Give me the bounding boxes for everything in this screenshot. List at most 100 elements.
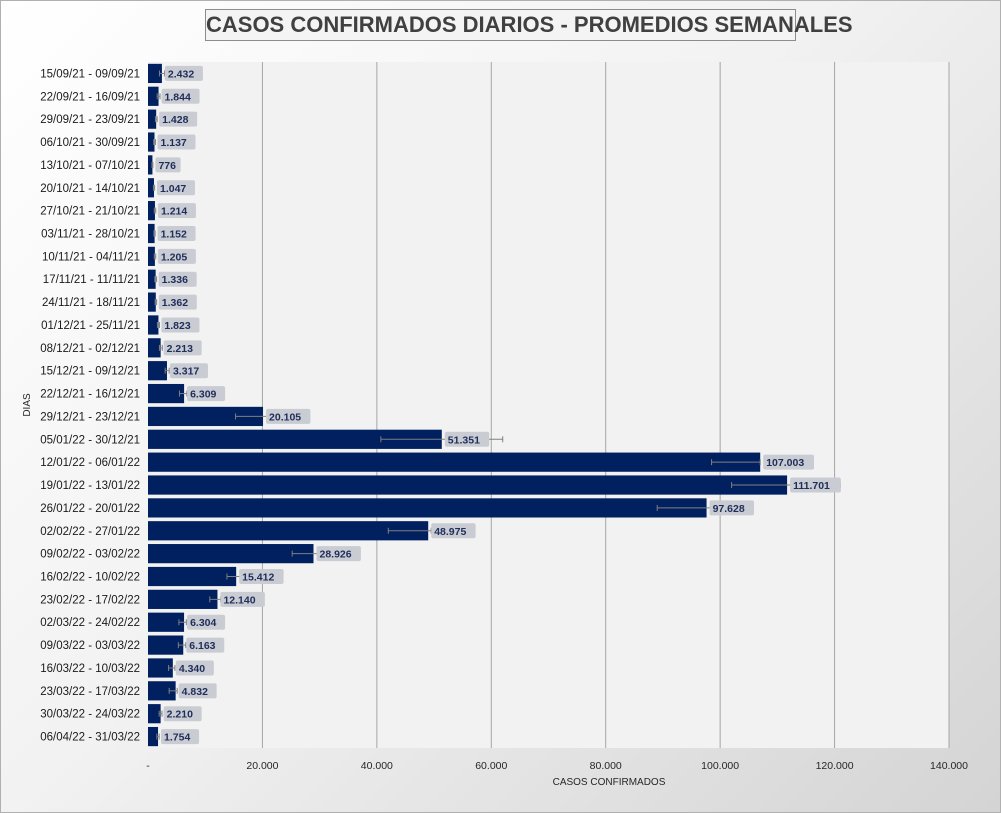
data-label-bg: [158, 271, 197, 287]
data-label-bg: [220, 591, 265, 607]
category-label: 26/01/22 - 20/01/22: [40, 503, 140, 515]
error-bar: [178, 619, 187, 626]
category-label: 10/11/21 - 04/11/21: [42, 251, 140, 263]
bar: [148, 452, 761, 472]
x-tick-label: 140.000: [930, 760, 968, 772]
data-label: 1.205: [157, 248, 196, 264]
data-label: 3.317: [169, 363, 208, 379]
bar: [148, 132, 155, 152]
x-tick-label: 120.000: [816, 760, 854, 772]
category-label: 06/04/22 - 31/03/22: [40, 732, 140, 744]
data-label-bg: [163, 706, 202, 722]
bar: [148, 178, 154, 198]
error-bar: [168, 664, 176, 671]
data-label-text: 1.205: [161, 251, 187, 263]
category-label: 13/10/21 - 07/10/21: [40, 160, 140, 172]
data-label-text: 1.214: [161, 206, 187, 218]
data-label-bg: [316, 546, 361, 562]
bar: [148, 566, 237, 587]
category-label: 27/10/21 - 21/10/21: [40, 206, 140, 218]
data-label-bg: [157, 203, 196, 219]
error-bars: [151, 70, 841, 740]
error-bar: [158, 70, 166, 77]
data-label-bg: [156, 180, 195, 196]
category-label: 22/09/21 - 16/09/21: [40, 91, 140, 103]
data-label-bg: [431, 523, 476, 539]
data-label-bg: [158, 294, 197, 310]
gridlines: [261, 62, 950, 748]
bar: [148, 406, 264, 427]
data-label: 20.105: [266, 408, 311, 424]
data-label-text: 1.844: [165, 91, 191, 103]
data-label-text: 20.105: [269, 411, 301, 423]
data-label: 1.214: [157, 203, 196, 219]
category-label: 02/03/22 - 24/02/22: [40, 617, 140, 629]
data-label-text: 3.317: [173, 366, 199, 378]
data-label: 2.210: [163, 706, 202, 722]
error-bar: [164, 367, 170, 374]
category-label: 06/10/21 - 30/09/21: [40, 137, 140, 149]
bar: [148, 383, 185, 404]
category-label: 19/01/22 - 13/01/22: [40, 480, 140, 492]
data-label-bg: [157, 226, 196, 241]
data-label: 111.701: [790, 477, 841, 493]
category-label: 02/02/22 - 27/01/22: [40, 526, 140, 538]
data-label-text: 28.926: [319, 549, 351, 561]
data-label: 1.137: [157, 134, 196, 150]
x-tick-label: 80.000: [590, 760, 622, 772]
data-label-text: 1.823: [164, 320, 190, 332]
data-label: 6.304: [187, 614, 226, 630]
bar: [148, 223, 155, 244]
data-label: 2.213: [163, 340, 202, 356]
category-label: 01/12/21 - 25/11/21: [41, 320, 140, 332]
data-label: 2.432: [164, 65, 203, 81]
error-bar: [158, 710, 163, 717]
error-bar: [178, 390, 188, 397]
bar: [148, 475, 788, 495]
data-label-bg: [239, 569, 284, 584]
bar: [148, 704, 161, 724]
data-label-bg: [163, 340, 202, 356]
data-label-text: 4.832: [182, 686, 208, 698]
data-label-bg: [155, 157, 181, 173]
data-label-text: 6.309: [190, 389, 216, 401]
chart-title: CASOS CONFIRMADOS DIARIOS - PROMEDIOS SE…: [205, 9, 853, 41]
bar: [148, 201, 155, 221]
data-label: 1.152: [157, 226, 196, 241]
data-label-text: 1.152: [161, 229, 187, 241]
category-label: 15/12/21 - 09/12/21: [40, 366, 140, 378]
bar: [148, 361, 167, 381]
data-label-bg: [159, 111, 198, 127]
error-bar: [156, 733, 160, 740]
data-label-text: 1.428: [162, 114, 188, 126]
category-label: 30/03/22 - 24/03/22: [40, 709, 140, 721]
category-label: 22/12/21 - 16/12/21: [40, 389, 140, 401]
bar: [148, 429, 442, 449]
error-bar: [152, 184, 156, 191]
data-label-bg: [161, 317, 200, 333]
x-tick-label: 100.000: [701, 760, 739, 772]
data-label-bg: [175, 660, 214, 676]
category-labels: 15/09/21 - 09/09/21 22/09/21 - 16/09/21 29…: [40, 68, 140, 743]
error-bar: [177, 642, 187, 649]
y-axis-title: DIAS: [22, 393, 33, 417]
error-bar: [156, 93, 161, 100]
data-label: 4.340: [175, 660, 214, 676]
error-bar: [711, 459, 761, 466]
category-label: 16/02/22 - 10/02/22: [40, 572, 140, 584]
error-bar: [156, 321, 160, 328]
x-tick-labels: - 20.000 40.000 60.000 80.000 100.000 120.000 1…: [146, 760, 968, 772]
data-label-bg: [157, 248, 196, 264]
bar: [148, 589, 218, 609]
error-bar: [153, 139, 156, 146]
category-label: 15/09/21 - 09/09/21: [40, 68, 140, 80]
category-label: 08/12/21 - 02/12/21: [40, 343, 140, 355]
category-label: 09/03/22 - 03/03/22: [40, 640, 140, 652]
data-label: 28.926: [316, 546, 361, 562]
x-tick-label: 40.000: [361, 760, 393, 772]
error-bar: [154, 299, 158, 306]
data-label: 51.351: [444, 431, 490, 447]
data-label: 6.163: [186, 637, 225, 653]
error-bar: [153, 253, 157, 260]
